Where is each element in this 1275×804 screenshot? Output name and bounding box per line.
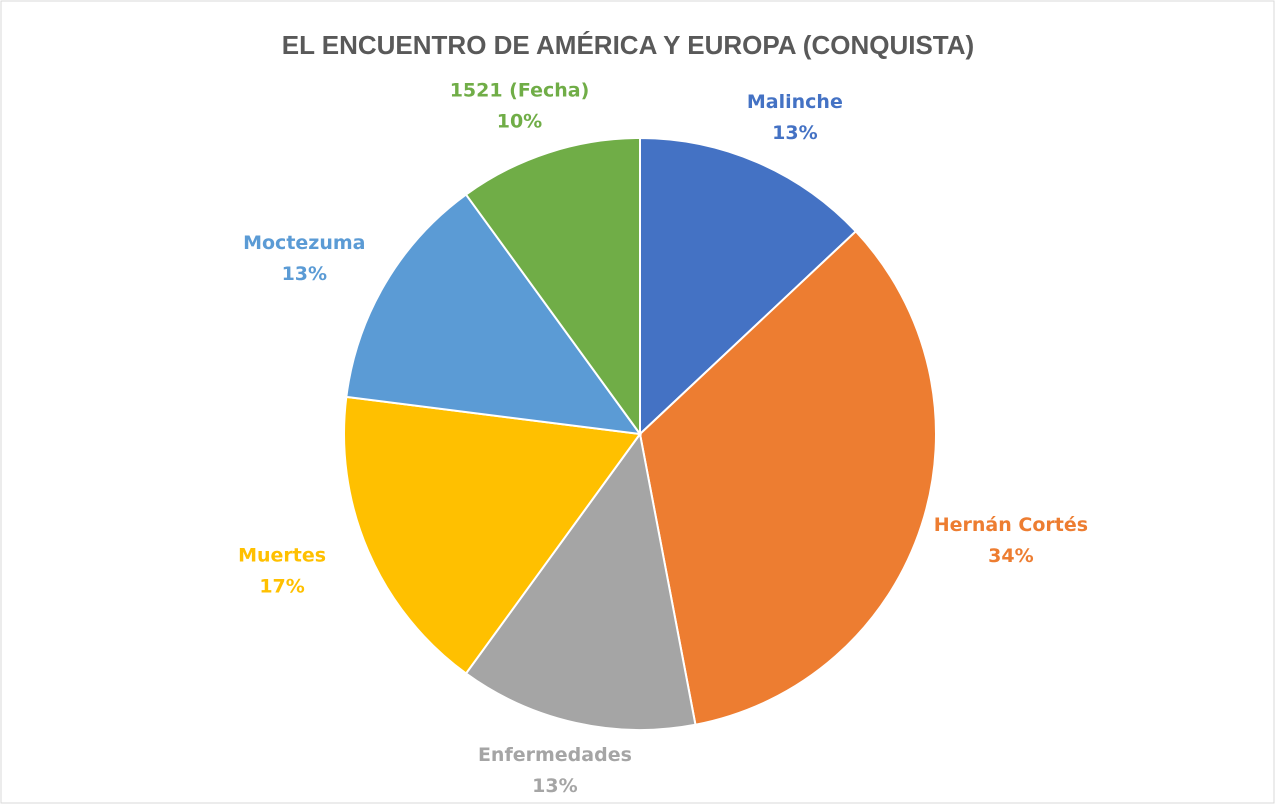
- slice-label-name: Enfermedades: [478, 744, 632, 766]
- slice-label-name: 1521 (Fecha): [450, 79, 590, 101]
- slice-label-value: 13%: [532, 775, 577, 797]
- slice-label-name: Malinche: [747, 91, 843, 113]
- slice-label-value: 34%: [988, 545, 1033, 567]
- pie-slice: [638, 229, 937, 726]
- pie-slice: [464, 431, 697, 731]
- pie-slice: [464, 136, 641, 438]
- chart-title: EL ENCUENTRO DE AMÉRICA Y EUROPA (CONQUI…: [282, 30, 974, 60]
- pie-slice: [345, 193, 643, 436]
- slice-label-name: Hernán Cortés: [934, 514, 1088, 536]
- slice-label-value: 13%: [772, 122, 817, 144]
- pie-slice: [343, 395, 642, 675]
- slice-label-value: 13%: [282, 263, 327, 285]
- pie-slice: [639, 136, 858, 437]
- slice-label-value: 10%: [497, 110, 542, 132]
- slice-label-name: Moctezuma: [243, 232, 365, 254]
- slice-label-value: 17%: [259, 576, 304, 598]
- slice-label-name: Muertes: [238, 545, 326, 567]
